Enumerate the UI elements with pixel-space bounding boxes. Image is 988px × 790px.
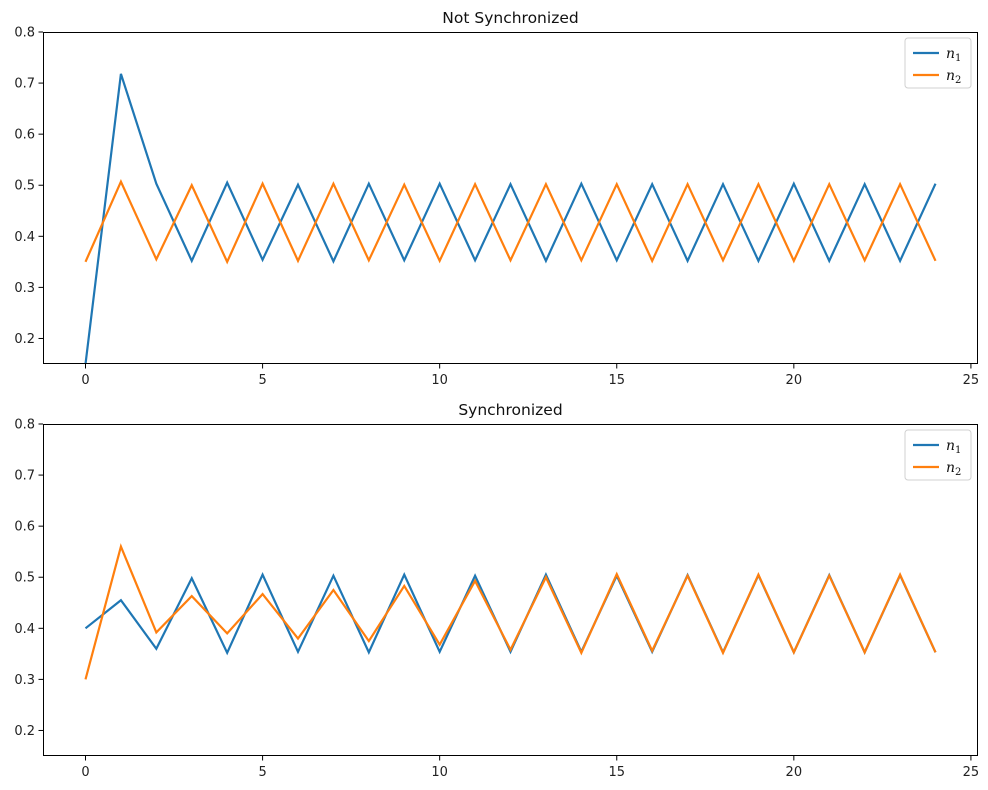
series-line-n2: [84, 178, 937, 265]
y-tick-label: 0.8: [14, 418, 35, 433]
series-line-n1: [84, 73, 937, 364]
plot-frame: [43, 424, 978, 756]
legend-label-subscript: 2: [955, 75, 961, 86]
y-tick-label: 0.7: [14, 77, 35, 92]
y-tick-label: 0.2: [14, 724, 35, 739]
y-tick-label: 0.3: [14, 673, 35, 688]
x-tick-label: 25: [963, 373, 980, 388]
y-tick-label: 0.8: [14, 26, 35, 41]
chart-panel-1: 0 5 10 15 20 25 0.2 0.3 0.4 0.5 0.6 0.7 0.8 Not Synch…: [14, 9, 979, 388]
x-tick-label: 5: [258, 373, 266, 388]
x-tick-label: 20: [786, 373, 803, 388]
series-line-n1: [84, 572, 937, 656]
y-tick-label: 0.5: [14, 179, 35, 194]
legend-label-subscript: 1: [955, 445, 961, 456]
x-tick-label: 10: [431, 765, 448, 780]
y-tick-label: 0.4: [14, 622, 35, 637]
legend-label-subscript: 1: [955, 53, 961, 64]
x-tick-label: 0: [81, 765, 89, 780]
legend-label-subscript: 2: [955, 467, 961, 478]
y-tick-label: 0.6: [14, 520, 35, 535]
chart-panel-2: 0 5 10 15 20 25 0.2 0.3 0.4 0.5 0.6 0.7 0.8 Synchroni…: [14, 401, 979, 780]
y-tick-label: 0.3: [14, 281, 35, 296]
y-tick-label: 0.6: [14, 128, 35, 143]
y-tick-label: 0.7: [14, 469, 35, 484]
chart-title: Synchronized: [458, 401, 562, 419]
series-line-n2: [84, 543, 937, 680]
x-tick-label: 15: [608, 373, 625, 388]
y-tick-label: 0.2: [14, 332, 35, 347]
y-tick-label: 0.4: [14, 230, 35, 245]
x-tick-label: 15: [608, 765, 625, 780]
x-tick-label: 25: [963, 765, 980, 780]
x-tick-label: 5: [258, 765, 266, 780]
x-tick-label: 10: [431, 373, 448, 388]
x-tick-label: 20: [786, 765, 803, 780]
x-tick-label: 0: [81, 373, 89, 388]
plot-frame: [43, 32, 978, 364]
y-tick-label: 0.5: [14, 571, 35, 586]
chart-title: Not Synchronized: [442, 9, 578, 27]
